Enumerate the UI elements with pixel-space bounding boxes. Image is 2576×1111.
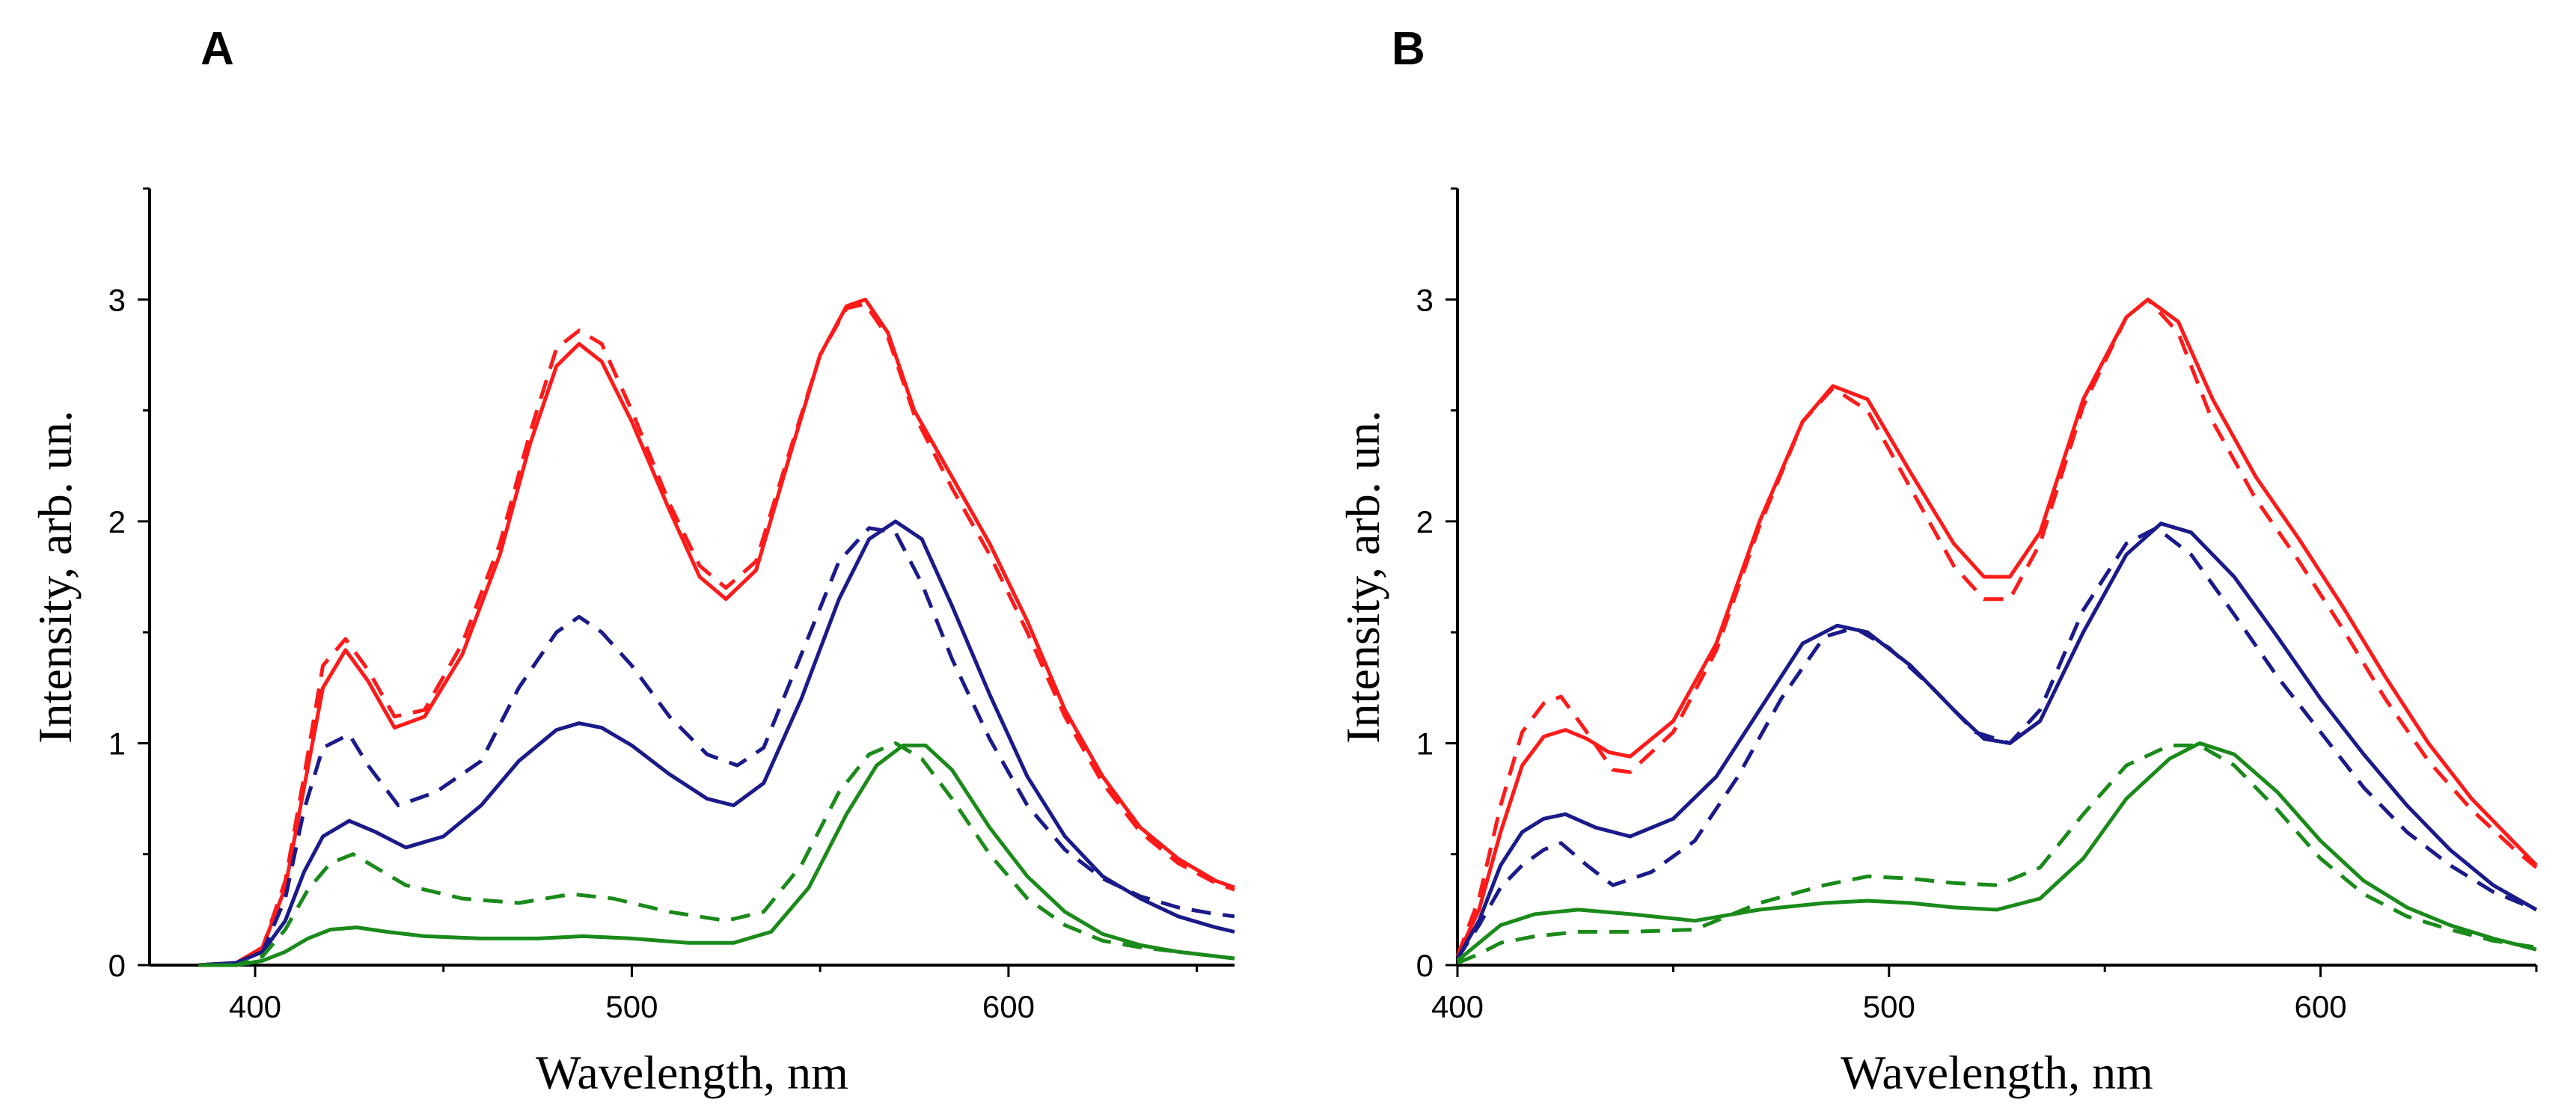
x-axis-title: Wavelength, nm — [1841, 1046, 2153, 1099]
series-blue-dashed — [198, 526, 1235, 967]
series-green-dashed — [198, 741, 1235, 967]
series-red-solid — [198, 297, 1235, 967]
chart-a: 0 1 2 3 400 500 600 Wavelength, nm Intensity, ar… — [28, 187, 1235, 1099]
y-tick-label: 0 — [1416, 948, 1434, 983]
panel-label-a: A — [201, 23, 234, 75]
x-tick-label: 500 — [1863, 989, 1915, 1024]
series-red-dashed — [198, 302, 1235, 967]
x-tick-label: 400 — [1431, 989, 1484, 1024]
series-green-solid — [1456, 741, 2537, 963]
y-tick-label: 2 — [1416, 504, 1434, 539]
y-tick-label: 2 — [108, 504, 126, 539]
series-red-solid — [1455, 297, 2538, 958]
x-tick-label: 600 — [2295, 989, 2347, 1024]
y-axis-title: Intensity, arb. un. — [1336, 410, 1389, 744]
series-blue-dashed — [1455, 526, 2537, 960]
y-tick-label: 3 — [1416, 282, 1434, 317]
y-axis-title: Intensity, arb. un. — [28, 410, 82, 744]
series-blue-solid — [1455, 521, 2538, 960]
series-green-dashed — [1457, 743, 2537, 965]
y-tick-label: 0 — [108, 948, 126, 983]
series-green-solid — [198, 743, 1235, 967]
y-tick-label: 3 — [108, 282, 126, 317]
panel-b: B 0 1 2 3 400 500 600 Wavelength, nm Intensity, … — [1317, 0, 2576, 1111]
y-tick-label: 1 — [1416, 726, 1434, 761]
x-axis-title: Wavelength, nm — [536, 1046, 848, 1099]
x-tick-label: 400 — [229, 989, 281, 1024]
series-red-dashed — [1455, 297, 2538, 957]
y-tick-label: 1 — [108, 726, 126, 761]
x-tick-label: 500 — [605, 989, 658, 1024]
series-blue-solid — [198, 519, 1235, 967]
x-tick-label: 600 — [982, 989, 1035, 1024]
panel-a: A 0 1 2 3 400 500 600 Wavelength, nm Intensity, … — [28, 23, 1235, 1099]
chart-b: 0 1 2 3 400 500 600 Wavelength, nm Intensity, ar… — [1336, 187, 2538, 1099]
panel-label-b: B — [1392, 23, 1425, 75]
